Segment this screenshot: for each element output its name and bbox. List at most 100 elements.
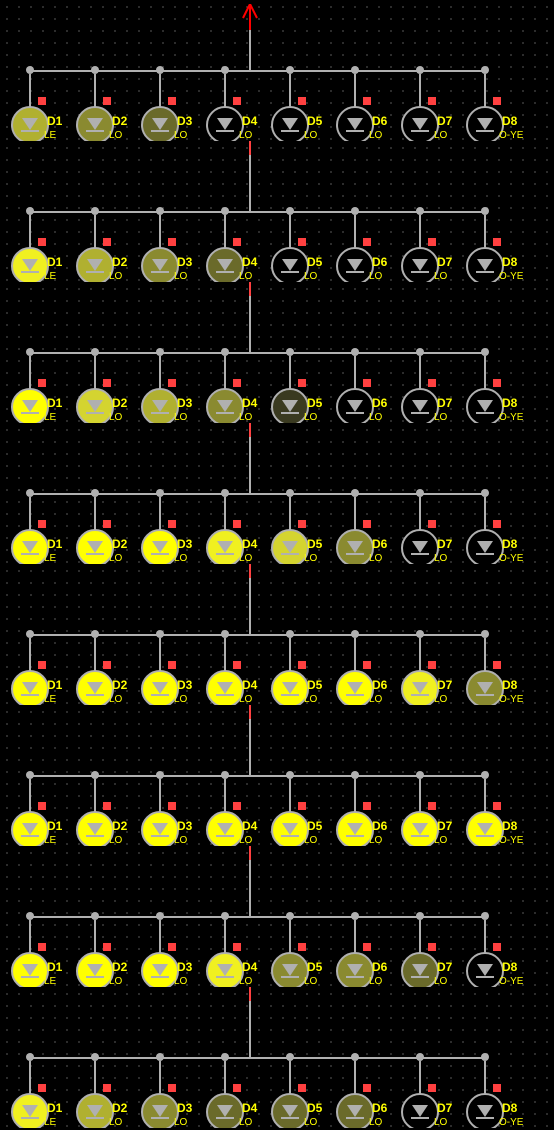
component-value: LO xyxy=(434,835,447,846)
component-ref: D2 xyxy=(112,819,127,833)
top-wire xyxy=(249,28,251,70)
component-ref: D3 xyxy=(177,537,192,551)
junction-dot xyxy=(221,912,229,920)
led-wire xyxy=(419,497,421,531)
probe-marker xyxy=(428,379,436,387)
probe-marker xyxy=(363,661,371,669)
led-wire xyxy=(354,356,356,390)
component-ref: D2 xyxy=(112,678,127,692)
component-value: LO xyxy=(369,835,382,846)
probe-marker xyxy=(493,520,501,528)
component-ref: D6 xyxy=(372,678,387,692)
probe-marker xyxy=(493,379,501,387)
probe-marker xyxy=(428,97,436,105)
schematic-frame: D1LED2LOD3LOD4LOD5LOD6LOD7LOD8O-YE xyxy=(0,0,554,141)
led-wire xyxy=(289,74,291,108)
probe-marker xyxy=(103,238,111,246)
component-value: LE xyxy=(44,271,56,282)
component-value: O-YE xyxy=(499,412,523,423)
junction-dot xyxy=(416,630,424,638)
component-value: LO xyxy=(109,1117,122,1128)
component-ref: D2 xyxy=(112,396,127,410)
top-wire xyxy=(249,437,251,493)
probe-marker xyxy=(168,238,176,246)
top-stub xyxy=(249,846,251,860)
junction-dot xyxy=(26,771,34,779)
probe-marker xyxy=(233,379,241,387)
component-ref: D5 xyxy=(307,537,322,551)
component-ref: D5 xyxy=(307,678,322,692)
led-wire xyxy=(224,215,226,249)
component-value: LO xyxy=(109,130,122,141)
component-ref: D4 xyxy=(242,1101,257,1115)
junction-dot xyxy=(481,489,489,497)
led-wire xyxy=(29,356,31,390)
component-ref: D7 xyxy=(437,1101,452,1115)
schematic-frame: D1LED2LOD3LOD4LOD5LOD6LOD7LOD8O-YE xyxy=(0,846,554,987)
junction-dot xyxy=(351,771,359,779)
probe-marker xyxy=(103,97,111,105)
junction-dot xyxy=(481,630,489,638)
probe-marker xyxy=(428,802,436,810)
probe-marker xyxy=(38,661,46,669)
probe-marker xyxy=(103,943,111,951)
top-wire xyxy=(249,578,251,634)
probe-marker xyxy=(233,520,241,528)
probe-marker xyxy=(298,943,306,951)
component-ref: D5 xyxy=(307,396,322,410)
junction-dot xyxy=(351,489,359,497)
led-wire xyxy=(419,74,421,108)
component-value: LO xyxy=(369,130,382,141)
junction-dot xyxy=(481,348,489,356)
component-value: LO xyxy=(434,694,447,705)
component-ref: D8 xyxy=(502,114,517,128)
component-ref: D1 xyxy=(47,1101,62,1115)
component-value: O-YE xyxy=(499,1117,523,1128)
component-value: LO xyxy=(174,130,187,141)
probe-marker xyxy=(233,661,241,669)
led-wire xyxy=(94,356,96,390)
component-ref: D6 xyxy=(372,1101,387,1115)
junction-dot xyxy=(481,912,489,920)
component-ref: D4 xyxy=(242,960,257,974)
component-ref: D5 xyxy=(307,819,322,833)
component-ref: D7 xyxy=(437,819,452,833)
probe-marker xyxy=(38,379,46,387)
led-wire xyxy=(159,215,161,249)
component-value: LO xyxy=(304,694,317,705)
component-value: LO xyxy=(369,271,382,282)
component-ref: D3 xyxy=(177,819,192,833)
component-value: LO xyxy=(434,976,447,987)
junction-dot xyxy=(26,489,34,497)
junction-dot xyxy=(221,1053,229,1061)
led-wire xyxy=(224,74,226,108)
top-wire xyxy=(249,860,251,916)
component-ref: D3 xyxy=(177,255,192,269)
junction-dot xyxy=(416,348,424,356)
led-wire xyxy=(94,779,96,813)
led-wire xyxy=(484,497,486,531)
component-value: O-YE xyxy=(499,130,523,141)
component-value: LO xyxy=(239,835,252,846)
junction-dot xyxy=(286,489,294,497)
junction-dot xyxy=(221,771,229,779)
probe-marker xyxy=(298,802,306,810)
top-wire xyxy=(249,719,251,775)
junction-dot xyxy=(91,66,99,74)
junction-dot xyxy=(286,207,294,215)
component-value: LO xyxy=(434,412,447,423)
led-wire xyxy=(94,74,96,108)
led-wire xyxy=(289,497,291,531)
led-wire xyxy=(159,920,161,954)
component-value: LO xyxy=(239,271,252,282)
component-ref: D1 xyxy=(47,396,62,410)
component-ref: D4 xyxy=(242,255,257,269)
component-value: LO xyxy=(239,1117,252,1128)
top-stub xyxy=(249,564,251,578)
top-stub xyxy=(249,705,251,719)
led-wire xyxy=(159,74,161,108)
component-value: LO xyxy=(239,553,252,564)
junction-dot xyxy=(221,348,229,356)
component-value: LO xyxy=(109,553,122,564)
component-value: LE xyxy=(44,553,56,564)
